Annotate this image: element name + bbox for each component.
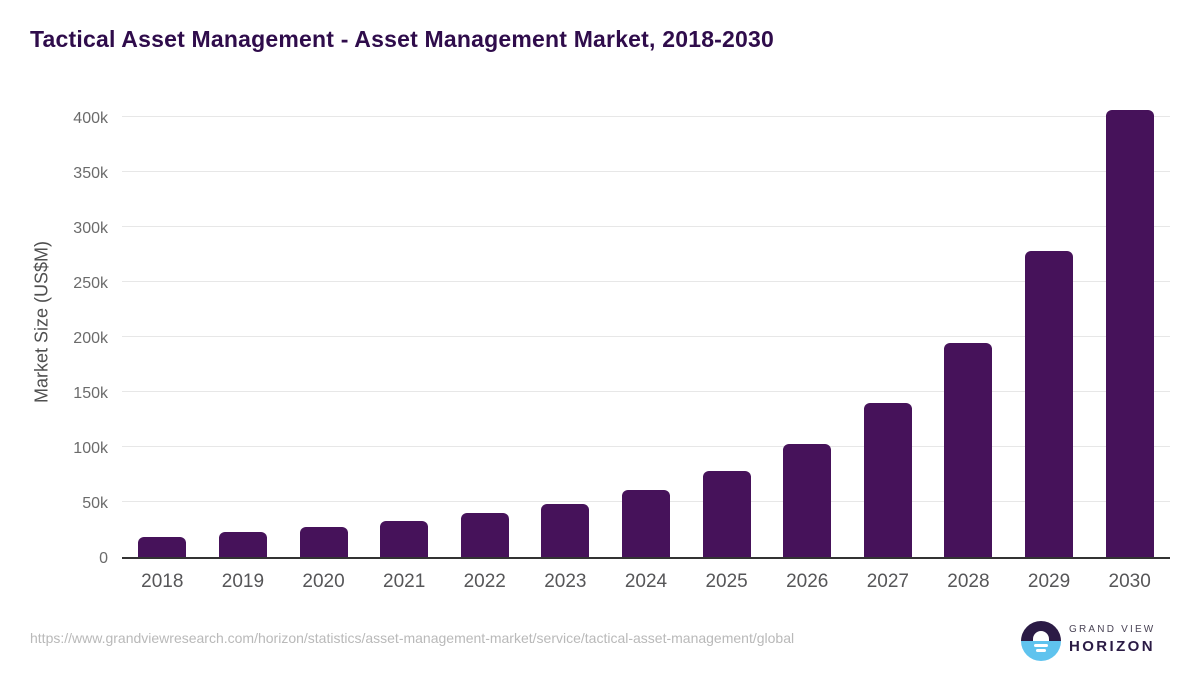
bar-2029[interactable] (1025, 251, 1074, 557)
sun-dome-shape (1033, 631, 1049, 641)
y-tick-label-150k: 150k (73, 385, 108, 403)
logo-text: GRAND VIEW HORIZON (1069, 624, 1155, 655)
y-axis-title: Market Size (US$M) (31, 240, 52, 404)
horizon-sun-icon (1021, 621, 1061, 661)
bar-2021[interactable] (380, 520, 429, 557)
y-tick-label-250k: 250k (73, 275, 108, 293)
grand-view-horizon-logo: GRAND VIEW HORIZON (1021, 620, 1161, 662)
bar-2025[interactable] (702, 471, 751, 557)
bar-2018[interactable] (138, 537, 187, 557)
x-tick-label-2019: 2019 (221, 571, 265, 592)
y-tick-label-100k: 100k (73, 440, 108, 458)
bar-2020[interactable] (299, 527, 348, 557)
y-tick-label-300k: 300k (73, 220, 108, 238)
x-tick-label-2020: 2020 (302, 571, 345, 592)
gridline-350k (122, 171, 1170, 173)
x-tick-label-2023: 2023 (544, 571, 587, 592)
gridline-200k (122, 336, 1170, 338)
source-url: https://www.grandviewresearch.com/horizo… (30, 630, 795, 646)
plot-area (122, 95, 1170, 559)
gridline-100k (122, 446, 1170, 448)
sun-reflection-bar (1034, 644, 1048, 647)
sun-reflection-bar (1036, 649, 1046, 652)
bar-2019[interactable] (218, 531, 267, 557)
x-tick-label-2025: 2025 (705, 571, 748, 592)
gridline-400k (122, 116, 1170, 118)
x-tick-label-2026: 2026 (786, 571, 829, 592)
logo-brand-line: GRAND VIEW (1069, 624, 1156, 635)
y-tick-label-400k: 400k (73, 110, 108, 128)
bar-2026[interactable] (783, 443, 832, 557)
y-tick-label-0: 0 (99, 550, 108, 567)
x-tick-label-2021: 2021 (383, 571, 426, 592)
bar-2024[interactable] (622, 489, 670, 557)
x-tick-label-2018: 2018 (141, 571, 184, 592)
x-tick-label-2030: 2030 (1108, 571, 1151, 592)
bar-2030[interactable] (1105, 109, 1154, 557)
y-tick-label-350k: 350k (73, 165, 108, 183)
gridline-300k (122, 226, 1170, 228)
chart-title: Tactical Asset Management - Asset Manage… (30, 26, 775, 52)
gridline-250k (122, 281, 1170, 283)
logo-product-line: HORIZON (1069, 638, 1155, 655)
y-tick-label-200k: 200k (73, 330, 108, 348)
bar-2028[interactable] (944, 342, 993, 557)
y-tick-label-50k: 50k (82, 495, 108, 513)
x-tick-label-2027: 2027 (866, 571, 909, 592)
bar-2027[interactable] (863, 403, 912, 557)
x-tick-label-2029: 2029 (1027, 571, 1071, 592)
x-tick-label-2024: 2024 (624, 571, 668, 592)
x-tick-label-2028: 2028 (947, 571, 990, 592)
bar-2022[interactable] (460, 513, 509, 557)
x-tick-label-2022: 2022 (463, 571, 506, 592)
gridline-150k (122, 391, 1170, 393)
bar-2023[interactable] (541, 504, 590, 557)
